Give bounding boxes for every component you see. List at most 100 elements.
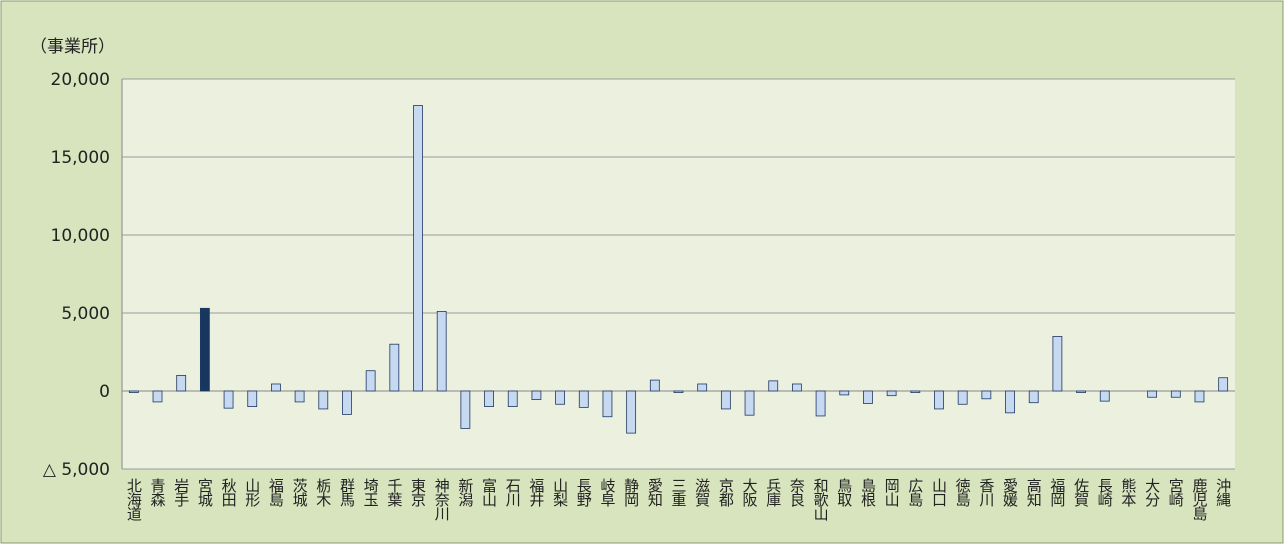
bar [768, 380, 779, 392]
x-tick-label: 群馬 [338, 478, 356, 508]
bar [1170, 390, 1181, 398]
x-tick-label: 新潟 [456, 478, 474, 507]
bar [578, 390, 589, 408]
bar [413, 105, 423, 392]
bar [626, 390, 637, 434]
bar [910, 390, 921, 393]
bar [318, 390, 329, 410]
y-tick-label: △ 5,000 [43, 460, 110, 480]
bar [1005, 390, 1015, 414]
x-tick-label: 青森 [149, 478, 167, 507]
x-tick-label: 福岡 [1048, 478, 1066, 508]
bar [1147, 390, 1158, 398]
bar [981, 390, 992, 400]
bar [602, 390, 613, 418]
y-tick-label: 15,000 [51, 148, 110, 168]
bar [720, 390, 731, 410]
x-tick-label: 山口 [930, 478, 948, 507]
x-tick-label: 広島 [906, 478, 924, 507]
x-tick-label: 長崎 [1096, 478, 1114, 507]
x-tick-label: 福井 [527, 478, 545, 508]
bar [697, 383, 708, 392]
x-tick-label: 大分 [1143, 478, 1161, 508]
plot-area [122, 79, 1235, 469]
x-tick-label: 北海道 [125, 478, 143, 521]
bar [223, 390, 234, 409]
x-tick-label: 島根 [859, 478, 877, 507]
x-tick-label: 長野 [575, 478, 593, 507]
x-tick-label: 岐阜 [598, 478, 616, 507]
x-tick-label: 神奈川 [433, 478, 451, 521]
bar [199, 307, 210, 392]
bar [815, 390, 826, 417]
x-tick-label: 滋賀 [693, 478, 711, 507]
x-tick-label: 宮城 [196, 478, 214, 508]
x-tick-label: 和歌山 [812, 478, 830, 521]
x-tick-label: 熊本 [1119, 478, 1137, 507]
bar [460, 390, 471, 429]
bar [1052, 335, 1063, 392]
x-tick-label: 福島 [267, 478, 285, 507]
bar [1194, 390, 1205, 403]
bar [839, 390, 850, 396]
bar [128, 390, 139, 393]
x-tick-label: 大阪 [741, 478, 759, 507]
bar [507, 390, 518, 408]
bar [673, 390, 684, 393]
x-tick-label: 東京 [409, 478, 427, 508]
bar [886, 390, 897, 397]
bar [365, 370, 376, 392]
bar [649, 379, 660, 392]
bar [934, 390, 944, 410]
x-tick-label: 山形 [243, 478, 261, 507]
x-tick-label: 宮崎 [1167, 478, 1185, 507]
x-tick-label: 香川 [977, 478, 995, 507]
bar [744, 390, 755, 416]
x-tick-label: 富山 [480, 477, 498, 507]
bar [247, 390, 258, 408]
bar [863, 390, 873, 404]
x-tick-label: 愛媛 [1001, 478, 1019, 507]
bar [389, 343, 400, 392]
x-tick-label: 奈良 [788, 478, 806, 507]
x-tick-label: 岡山 [883, 478, 901, 507]
y-tick-label: 5,000 [61, 304, 110, 324]
y-tick-label: 10,000 [51, 226, 110, 246]
bar [342, 390, 352, 415]
bar [152, 390, 163, 403]
bar [294, 390, 305, 403]
bar [1099, 390, 1110, 402]
x-tick-label: 高知 [1025, 478, 1043, 507]
bar [1028, 390, 1039, 404]
bar [271, 383, 281, 392]
bar [484, 390, 494, 408]
x-tick-label: 茨城 [291, 478, 309, 508]
x-tick-label: 愛知 [646, 478, 664, 507]
y-tick-label: 20,000 [51, 70, 110, 90]
x-tick-label: 鹿児島 [1190, 478, 1208, 521]
x-tick-label: 兵庫 [764, 478, 782, 507]
x-tick-label: 千葉 [385, 478, 403, 507]
x-tick-label: 山梨 [551, 478, 569, 507]
x-tick-label: 三重 [670, 478, 688, 506]
bar [555, 390, 565, 405]
bar [792, 383, 802, 392]
bar [957, 390, 968, 405]
x-tick-label: 沖縄 [1214, 478, 1232, 507]
x-tick-label: 静岡 [622, 478, 640, 508]
bar [176, 374, 187, 392]
x-tick-label: 京都 [717, 478, 735, 507]
x-tick-label: 佐賀 [1072, 478, 1090, 507]
x-tick-label: 秋田 [220, 478, 238, 507]
bar [1218, 377, 1229, 392]
y-tick-label: 0 [99, 382, 110, 402]
x-tick-label: 栃木 [314, 478, 332, 507]
x-tick-label: 石川 [504, 478, 522, 507]
bar [436, 311, 447, 392]
x-tick-label: 徳島 [954, 478, 972, 507]
unit-label: （事業所） [30, 37, 115, 57]
bar [531, 390, 542, 400]
bar [1076, 390, 1086, 393]
x-tick-label: 岩手 [172, 478, 190, 508]
